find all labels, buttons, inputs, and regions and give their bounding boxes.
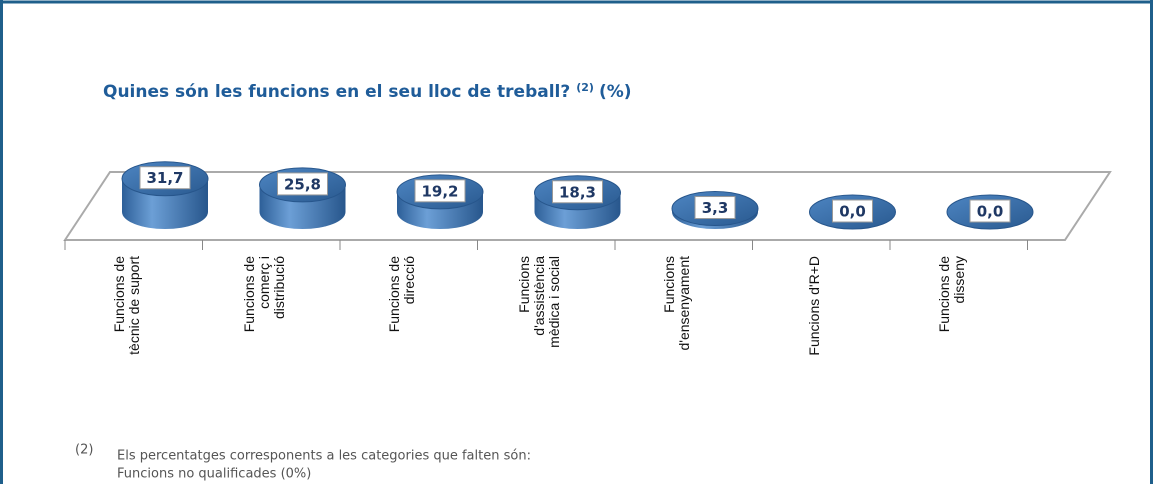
value-label: 0,0: [839, 203, 866, 221]
value-label-box: [694, 196, 736, 220]
title-unit: (%): [599, 82, 632, 102]
value-label: 3,3: [702, 199, 729, 217]
value-label: 0,0: [977, 203, 1004, 221]
x-tick-label: tècnic de suport: [126, 256, 142, 355]
x-tick-label: disseny: [951, 256, 967, 303]
footnote-marker: (2): [75, 443, 93, 458]
x-tick-label: mèdica i social: [546, 256, 562, 348]
x-tick-label: direcció: [401, 256, 417, 304]
title-note: (2): [576, 81, 594, 94]
x-tick-label: comerç i: [256, 256, 272, 309]
value-label-box: [414, 179, 466, 203]
title-text: Quines són les funcions en el seu lloc d…: [103, 82, 570, 102]
value-label-box: [552, 180, 603, 204]
x-tick-label: Funcions de: [111, 256, 127, 332]
x-tick-label: Funcions de: [241, 256, 257, 332]
x-tick-label: distribució: [271, 256, 287, 319]
floor: [63, 171, 1112, 241]
x-tick-label: Funcions: [516, 256, 532, 313]
value-label-box: [277, 172, 328, 196]
value-label-box: [139, 166, 191, 190]
x-tick-label: Funcions de: [936, 256, 952, 332]
value-label-box: [969, 199, 1011, 223]
footnote-line: Funcions no qualificades (0%): [117, 467, 311, 482]
value-label: 19,2: [421, 182, 458, 200]
x-tick-label: Funcions de: [386, 256, 402, 332]
x-tick-label: Funcions: [661, 256, 677, 313]
value-label-box: [832, 199, 873, 223]
value-label: 18,3: [559, 183, 596, 201]
chart-title: Quines són les funcions en el seu lloc d…: [103, 81, 632, 102]
value-label: 31,7: [146, 169, 183, 187]
footnote-line: Els percentatges corresponents a les cat…: [117, 449, 531, 464]
value-label: 25,8: [284, 175, 321, 193]
x-tick-label: d'ensenyament: [676, 256, 692, 351]
x-tick-label: d'assistència: [531, 256, 547, 336]
x-tick-label: Funcions d'R+D: [806, 256, 822, 356]
